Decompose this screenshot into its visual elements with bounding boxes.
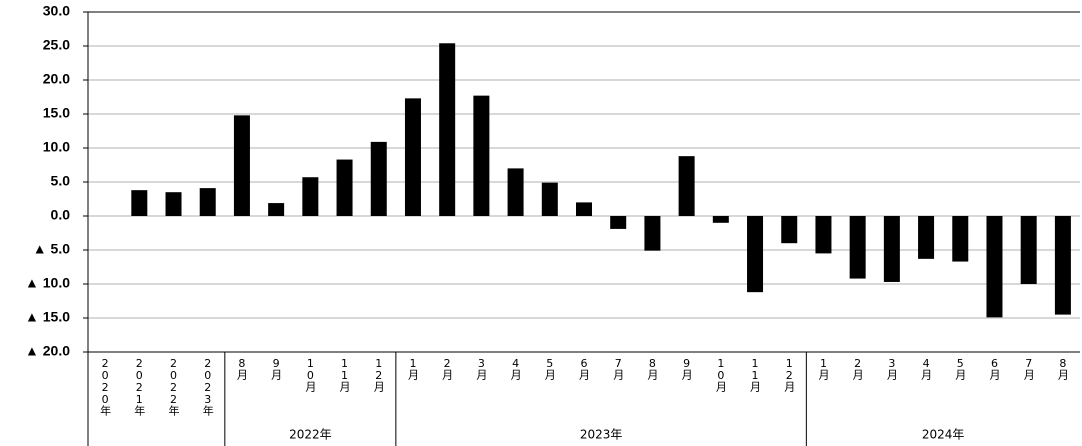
group-label: 2024年 xyxy=(922,428,965,442)
bar xyxy=(644,216,661,251)
bar xyxy=(610,216,627,229)
bar xyxy=(986,216,1003,318)
x-tick-label: 8月 xyxy=(1056,357,1069,380)
x-tick-label: 6月 xyxy=(578,357,591,380)
x-tick-label: 1月 xyxy=(406,357,419,380)
bar xyxy=(918,216,935,259)
x-tick-label: 3月 xyxy=(885,357,898,380)
x-tick-label: 12月 xyxy=(372,357,385,392)
y-tick-label: 5.0 xyxy=(51,173,71,189)
x-tick-label: 7月 xyxy=(612,357,625,380)
bar xyxy=(370,141,387,216)
bar xyxy=(131,190,148,216)
y-tick-label: 20.0 xyxy=(43,71,70,87)
y-tick-label: ▲ 5.0 xyxy=(33,241,70,257)
x-tick-label: 2020年 xyxy=(99,357,112,416)
bar xyxy=(576,202,592,216)
y-tick-label: ▲ 15.0 xyxy=(25,309,70,325)
group-label: 2022年 xyxy=(289,428,332,442)
x-tick-label: 8月 xyxy=(646,357,659,380)
x-tick-label: 7月 xyxy=(1022,357,1035,380)
x-tick-label: 11月 xyxy=(338,357,351,392)
bar xyxy=(712,216,729,223)
bar xyxy=(952,216,969,262)
bar xyxy=(1020,216,1037,284)
x-tick-label: 10月 xyxy=(714,357,727,392)
bar xyxy=(849,216,866,279)
bar xyxy=(336,159,353,216)
bar xyxy=(507,168,524,216)
bar xyxy=(1054,216,1071,315)
y-tick-label: 0.0 xyxy=(51,207,71,223)
x-tick-label: 2023年 xyxy=(201,357,214,416)
x-tick-label: 2月 xyxy=(851,357,864,380)
y-tick-label: 30.0 xyxy=(43,3,70,19)
bar xyxy=(302,177,319,216)
bar xyxy=(678,156,695,216)
x-tick-label: 11月 xyxy=(749,357,762,392)
y-tick-label: ▲ 20.0 xyxy=(25,343,70,359)
x-tick-label: 10月 xyxy=(304,357,317,392)
bar xyxy=(165,192,182,216)
x-tick-label: 5月 xyxy=(954,357,967,380)
bar xyxy=(473,95,490,216)
x-tick-label: 3月 xyxy=(475,357,488,380)
y-tick-label: 25.0 xyxy=(43,37,70,53)
bar xyxy=(199,188,216,216)
bar xyxy=(781,216,798,244)
x-tick-label: 2月 xyxy=(441,357,454,380)
x-tick-label: 1月 xyxy=(817,357,830,380)
bar xyxy=(439,43,456,216)
x-tick-label: 12月 xyxy=(783,357,796,392)
bar xyxy=(233,115,250,216)
x-tick-label: 9月 xyxy=(270,357,283,380)
y-tick-label: ▲ 10.0 xyxy=(25,275,70,291)
x-tick-label: 9月 xyxy=(680,357,693,380)
x-tick-label: 6月 xyxy=(988,357,1001,380)
x-tick-label: 8月 xyxy=(235,357,248,380)
x-tick-label: 2021年 xyxy=(133,357,146,416)
bar xyxy=(541,182,558,216)
x-tick-label: 4月 xyxy=(509,357,522,380)
bar xyxy=(268,203,285,216)
bar xyxy=(404,98,421,216)
bar xyxy=(747,216,764,293)
y-tick-label: 15.0 xyxy=(43,105,70,121)
x-tick-label: 5月 xyxy=(543,357,556,380)
bar xyxy=(815,216,832,254)
x-tick-label: 4月 xyxy=(920,357,933,380)
bar xyxy=(883,216,900,282)
x-tick-label: 2022年 xyxy=(167,357,180,416)
y-tick-label: 10.0 xyxy=(43,139,70,155)
group-label: 2023年 xyxy=(580,428,623,442)
